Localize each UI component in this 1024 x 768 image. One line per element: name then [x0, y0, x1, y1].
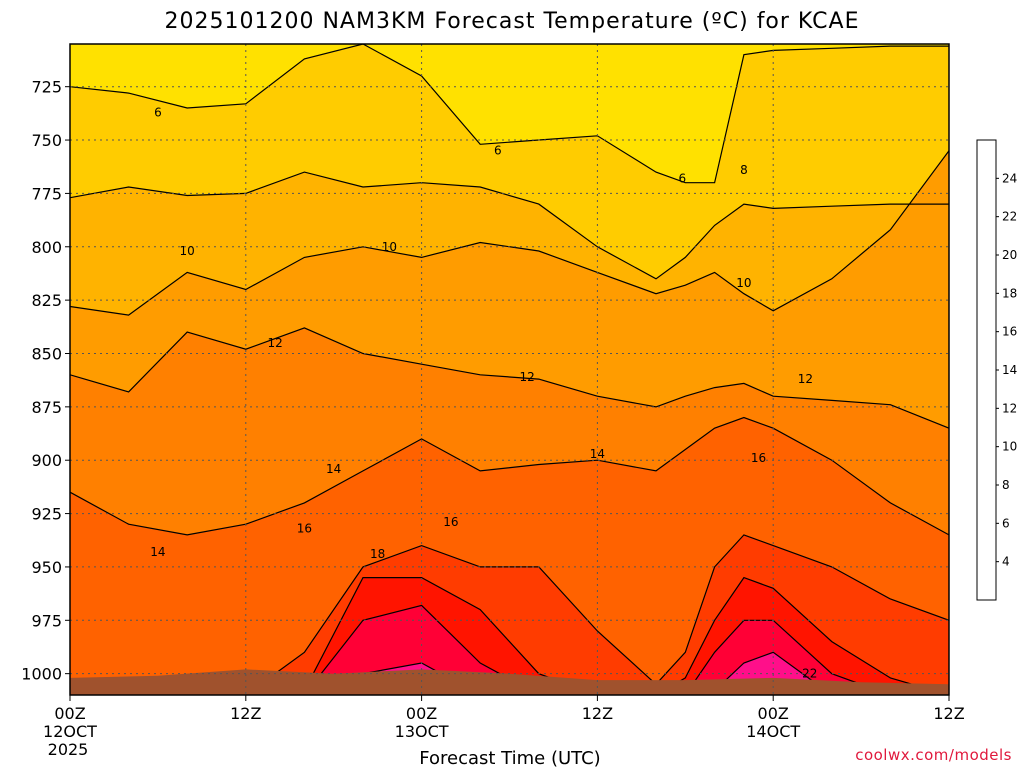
contour-12c: [70, 327, 949, 429]
contour-16c: [70, 534, 949, 695]
x-tick-label: 00Z: [54, 704, 85, 723]
y-tick-label: 750: [31, 131, 62, 150]
band-20: [70, 605, 949, 695]
contour-labels: 6 6 6 8 10 10 10 12 12 12 14 14 14 16 16 16 18 22: [150, 105, 817, 680]
contour-8c: [70, 171, 949, 280]
contour-label: 18: [370, 547, 385, 561]
contour-label: 10: [180, 244, 195, 258]
y-axis: 725 750 775 800 825 850 875 900 925 950 975 1000: [21, 78, 70, 684]
contour-label: 22: [802, 667, 817, 681]
contour-14c: [70, 416, 949, 536]
y-tick-label: 800: [31, 238, 62, 257]
x-tick-label: 00Z: [406, 704, 437, 723]
x-tick-date: 12OCT: [43, 722, 97, 741]
y-tick-label: 900: [31, 451, 62, 470]
contour-label: 6: [679, 171, 687, 185]
y-tick-label: 875: [31, 398, 62, 417]
colorbar-label: 14: [1002, 363, 1017, 377]
colorbar-label: 12: [1002, 401, 1017, 415]
contour-label: 14: [150, 545, 165, 559]
chart-title: 2025101200 NAM3KM Forecast Temperature (…: [165, 9, 860, 34]
y-tick-label: 725: [31, 78, 62, 97]
contour-label: 10: [736, 276, 751, 290]
colorbar-label: 8: [1002, 478, 1010, 492]
x-tick-label: 00Z: [758, 704, 789, 723]
contour-22c: [70, 651, 949, 695]
contour-label: 16: [443, 515, 458, 529]
contour-10c: [70, 150, 949, 316]
terrain: [70, 669, 949, 695]
contour-label: 16: [297, 522, 312, 536]
colorbar-label: 24: [1002, 171, 1017, 185]
colorbar-label: 4: [1002, 555, 1010, 569]
x-tick-year: 2025: [48, 740, 89, 759]
x-tick-date: 13OCT: [395, 722, 449, 741]
colorbar-label: 16: [1002, 325, 1017, 339]
y-tick-label: 925: [31, 505, 62, 524]
x-tick-label: 12Z: [230, 704, 261, 723]
contour-label: 14: [590, 447, 605, 461]
contour-label: 8: [740, 163, 748, 177]
colorbar-label: 10: [1002, 440, 1017, 454]
grid-lines: [70, 44, 949, 695]
colorbar: 4 6 8 10 12 14 16 18 20 22 24: [976, 139, 1017, 601]
colorbar-label: 18: [1002, 286, 1017, 300]
y-tick-label: 975: [31, 611, 62, 630]
colorbar-frame: [976, 139, 997, 601]
x-tick-label: 12Z: [582, 704, 613, 723]
contour-label: 16: [751, 451, 766, 465]
y-tick-label: 775: [31, 184, 62, 203]
colorbar-label: 22: [1002, 210, 1017, 224]
colorbar-label: 6: [1002, 516, 1010, 530]
x-axis-label: Forecast Time (UTC): [419, 748, 600, 768]
contour-label: 12: [519, 370, 534, 384]
contour-20c: [70, 604, 949, 695]
contour-label: 6: [494, 144, 502, 158]
x-tick-date: 14OCT: [746, 722, 800, 741]
y-tick-label: 950: [31, 558, 62, 577]
contour-label: 6: [154, 105, 162, 119]
y-tick-label: 1000: [21, 665, 62, 684]
contour-label: 14: [326, 462, 341, 476]
contour-label: 10: [382, 240, 397, 254]
plot-frame: [69, 43, 950, 696]
contour-6c: [70, 44, 949, 184]
watermark[interactable]: coolwx.com/models: [855, 746, 1012, 764]
y-tick-label: 850: [31, 344, 62, 363]
y-tick-label: 825: [31, 291, 62, 310]
contour-label: 12: [267, 336, 282, 350]
x-tick-label: 12Z: [933, 704, 964, 723]
plot-area: [70, 44, 949, 695]
contour-label: 12: [798, 372, 813, 386]
colorbar-label: 20: [1002, 248, 1017, 262]
